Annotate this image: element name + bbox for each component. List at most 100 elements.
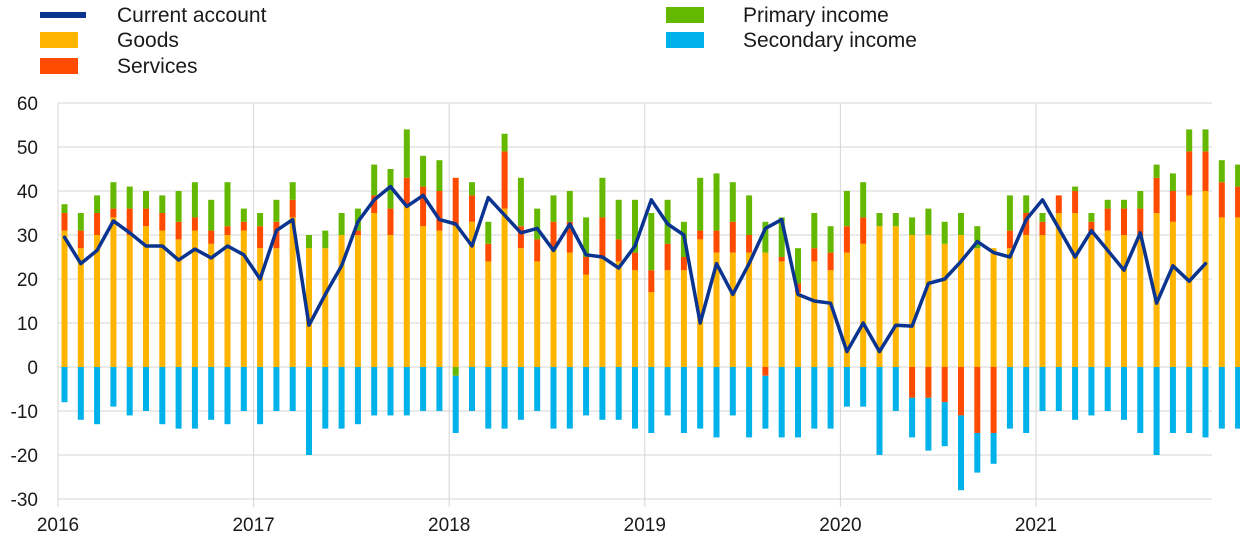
bar-services	[143, 208, 149, 227]
bar-secondary-income	[1088, 367, 1095, 416]
legend-swatch-primary_income	[666, 7, 704, 23]
bar-goods	[322, 248, 329, 367]
bar-primary-income	[795, 248, 801, 284]
bar-secondary-income	[257, 367, 264, 425]
bar-secondary-income	[795, 367, 801, 438]
bar-secondary-income	[958, 415, 964, 491]
bar-goods	[1121, 235, 1127, 367]
bar-goods	[1137, 235, 1144, 367]
gridlines: 60 50 40 30 20 10 0 -10 -20 -30	[11, 94, 1212, 511]
bar-goods	[240, 230, 247, 367]
bar-primary-income	[338, 213, 345, 235]
bar-secondary-income	[1153, 367, 1160, 455]
bar-primary-income	[1153, 164, 1160, 178]
bar-secondary-income	[110, 367, 117, 407]
bar-secondary-income	[469, 367, 475, 411]
bar-primary-income	[713, 173, 720, 231]
bar-goods	[1072, 213, 1079, 367]
bar-services	[778, 257, 785, 262]
legend-swatch-secondary_income	[666, 32, 704, 48]
bar-goods	[1104, 230, 1111, 367]
bar-secondary-income	[517, 367, 524, 420]
bar-secondary-income	[648, 367, 655, 433]
bar-services	[534, 239, 541, 262]
bar-primary-income	[1039, 213, 1046, 222]
bar-services	[469, 195, 475, 222]
legend-swatch-goods	[40, 32, 78, 48]
bar-primary-income	[958, 213, 964, 235]
x-tick-label: 2021	[1015, 515, 1057, 536]
bar-primary-income	[974, 226, 981, 249]
bar-goods	[827, 270, 834, 367]
bar-goods	[191, 230, 198, 367]
bar-services	[1218, 182, 1225, 218]
bar-secondary-income	[680, 367, 687, 433]
bar-services	[403, 177, 410, 205]
bar-services	[680, 257, 687, 271]
bar-secondary-income	[420, 367, 427, 411]
bar-goods	[452, 226, 459, 367]
x-tick-label: 2019	[624, 515, 666, 536]
bar-secondary-income	[1169, 367, 1176, 433]
bar-services	[599, 217, 606, 257]
bar-services	[664, 243, 671, 271]
bar-secondary-income	[746, 367, 753, 438]
bar-secondary-income	[729, 367, 736, 416]
bar-services	[746, 235, 753, 253]
bar-services	[159, 213, 166, 231]
axes: 2016 2017 2018 2019 2020 2021	[37, 103, 1057, 536]
bar-secondary-income	[208, 367, 215, 420]
bar-primary-income	[126, 186, 133, 209]
bar-goods	[778, 261, 785, 367]
bar-services	[436, 191, 443, 231]
bar-services	[843, 226, 850, 253]
bar-primary-income	[615, 199, 622, 240]
bar-goods	[941, 243, 948, 367]
bar-goods	[175, 239, 182, 367]
legend-label-goods: Goods	[117, 29, 179, 52]
bar-primary-income	[306, 235, 312, 249]
y-tick-label: 40	[17, 182, 38, 203]
bar-primary-income	[469, 182, 475, 196]
bar-primary-income	[77, 213, 84, 231]
bar-primary-income	[697, 177, 704, 231]
bar-goods	[990, 248, 997, 367]
bar-goods	[338, 235, 345, 367]
bar-goods	[762, 252, 769, 367]
bar-goods	[387, 235, 394, 367]
current-account-layer	[62, 184, 1208, 354]
y-tick-label: 30	[17, 226, 38, 247]
bar-services	[1202, 151, 1209, 191]
bar-services	[550, 221, 557, 249]
bar-goods	[485, 261, 492, 367]
bar-services	[632, 252, 638, 271]
bar-services	[1088, 221, 1095, 235]
bar-services	[257, 226, 264, 249]
bar-primary-income	[371, 164, 378, 196]
bar-goods	[1088, 235, 1095, 367]
bar-services	[697, 230, 704, 240]
bar-secondary-income	[354, 367, 361, 425]
bar-goods	[77, 248, 84, 367]
bar-primary-income	[1137, 191, 1144, 209]
bar-services	[452, 177, 459, 227]
bar-services	[387, 208, 394, 235]
bar-secondary-income	[175, 367, 182, 429]
bar-primary-income	[1072, 186, 1079, 191]
bar-secondary-income	[827, 367, 834, 429]
legend-label-secondary_income: Secondary income	[743, 29, 917, 52]
bar-goods	[61, 230, 68, 367]
bar-goods	[583, 274, 590, 367]
bar-goods	[664, 270, 671, 367]
bar-goods	[1055, 213, 1062, 367]
bar-primary-income	[1023, 195, 1030, 213]
bar-secondary-income	[1006, 367, 1013, 429]
bar-primary-income	[566, 191, 573, 222]
bar-primary-income	[843, 191, 850, 227]
bar-secondary-income	[909, 397, 916, 438]
bar-services	[974, 367, 981, 433]
bar-primary-income	[860, 182, 867, 218]
bar-secondary-income	[338, 367, 345, 429]
bar-goods	[403, 204, 410, 367]
bar-goods	[208, 243, 215, 367]
